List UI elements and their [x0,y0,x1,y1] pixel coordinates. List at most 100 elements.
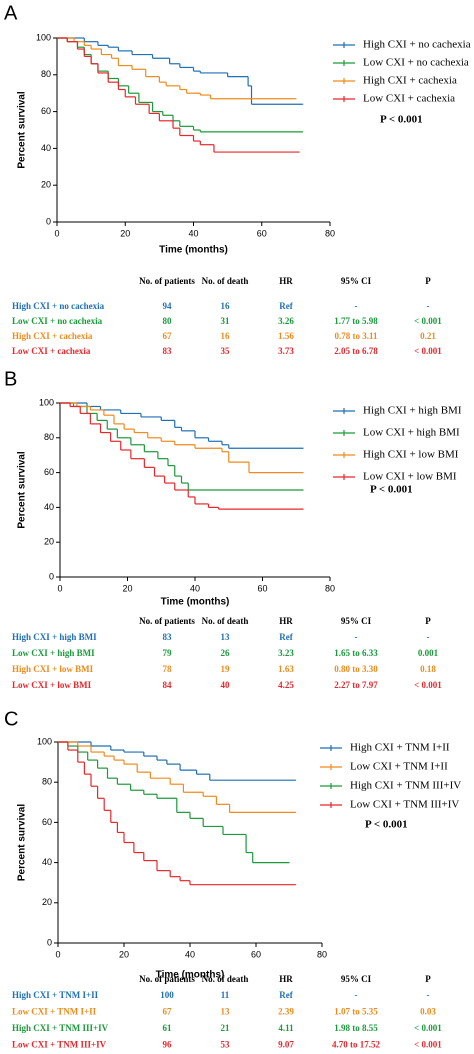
x-tick-label: 60 [257,583,267,593]
legend-label: High CXI + high BMI [363,405,462,417]
table-cell: 4.11 [278,1023,294,1033]
table-cell: < 0.001 [414,680,442,690]
table-cell: 0.21 [420,331,436,341]
table-cell: 1.63 [278,664,294,674]
table-row-label: Low CXI + TNM III+IV [12,1040,107,1050]
table-header: 95% CI [341,616,372,626]
table-row-label: High CXI + high BMI [12,632,97,642]
table-cell: 1.65 to 6.33 [334,648,378,658]
table-cell: 83 [163,632,173,642]
table-cell: 0.80 to 3.30 [334,664,378,674]
table-cell: 94 [163,301,173,311]
table-cell: Ref [279,301,293,311]
y-tick-label: 100 [37,736,52,746]
table-header: P [425,276,431,286]
table-cell: 53 [221,1040,231,1050]
x-axis-label: Time (months) [161,597,230,608]
table-row-label: High CXI + TNM III+IV [12,1023,109,1033]
table-cell: 16 [221,301,231,311]
table-cell: 35 [221,346,231,356]
table-header: No. of patients [139,276,195,286]
legend-label: Low CXI + low BMI [363,471,457,483]
table-cell: 1.56 [278,331,294,341]
y-axis-label: Percent survival [17,804,28,881]
table-cell: - [427,990,430,1000]
x-tick-label: 0 [54,228,59,238]
x-tick-label: 40 [185,949,195,959]
table-row-label: Low CXI + no cachexia [12,316,103,326]
table-row-label: High CXI + low BMI [12,664,94,674]
y-axis-label: Percent survival [17,91,28,168]
legend-label: Low CXI + TNM III+IV [350,799,459,811]
p-value: P < 0.001 [380,114,423,126]
table-cell: 0.78 to 3.11 [334,331,378,341]
y-tick-label: 0 [49,571,54,581]
table-cell: 3.26 [278,316,294,326]
table-cell: < 0.001 [414,346,442,356]
table-cell: - [355,632,358,642]
table-cell: 9.07 [278,1040,294,1050]
x-tick-label: 40 [188,228,198,238]
y-tick-label: 20 [42,897,52,907]
table-cell: < 0.001 [414,316,442,326]
table-cell: 3.23 [278,648,294,658]
p-value: P < 0.001 [370,484,413,496]
y-tick-label: 100 [36,32,51,42]
table-cell: 67 [163,331,173,341]
table-cell: 3.73 [278,346,294,356]
x-axis-label: Time (months) [156,970,225,981]
table-cell: 13 [221,1007,231,1017]
table-cell: 1.07 to 5.35 [334,1007,378,1017]
table-cell: 13 [221,632,231,642]
table-cell: Ref [279,990,293,1000]
table-row-label: Low CXI + TNM I+II [12,1007,97,1017]
legend-label: High CXI + no cachexia [363,39,471,51]
y-axis-label: Percent survival [17,451,28,528]
table-cell: 78 [163,664,173,674]
table-header: P [425,974,431,984]
table-cell: 1.98 to 8.55 [334,1023,378,1033]
table-cell: 79 [163,648,173,658]
table-cell: < 0.001 [414,1040,442,1050]
table-cell: 2.39 [278,1007,294,1017]
y-tick-label: 80 [44,432,54,442]
table-header: No. of death [202,616,249,626]
table-row-label: Low CXI + high BMI [12,648,95,658]
table-cell: 4.25 [278,680,294,690]
table-cell: 19 [221,664,231,674]
table-row-label: Low CXI + low BMI [12,680,92,690]
p-value: P < 0.001 [365,819,408,831]
x-tick-label: 60 [251,949,261,959]
table-cell: 1.77 to 5.98 [334,316,378,326]
legend-label: Low CXI + TNM I+II [350,761,448,773]
table-header: HR [279,974,293,984]
table-cell: 16 [221,331,231,341]
y-tick-label: 60 [41,106,51,116]
table-cell: - [427,632,430,642]
table-header: No. of death [202,276,249,286]
y-tick-label: 40 [41,143,51,153]
table-header: 95% CI [341,276,372,286]
y-tick-label: 60 [42,817,52,827]
table-cell: 2.05 to 6.78 [334,346,378,356]
x-tick-label: 40 [190,583,200,593]
table-cell: 67 [163,1007,173,1017]
table-cell: 2.27 to 7.97 [334,680,378,690]
table-header: HR [279,276,293,286]
y-tick-label: 60 [44,467,54,477]
panel-label: C [4,708,18,730]
table-row-label: Low CXI + cachexia [12,346,91,356]
table-cell: 0.001 [418,648,439,658]
table-cell: 61 [163,1023,173,1033]
legend-label: Low CXI + no cachexia [363,57,469,69]
table-row-label: High CXI + TNM I+II [12,990,99,1000]
table-cell: 40 [221,680,231,690]
table-cell: 0.03 [420,1007,436,1017]
legend-label: High CXI + low BMI [363,449,459,461]
legend-label: High CXI + TNM I+II [350,742,450,754]
y-tick-label: 0 [47,937,52,947]
table-cell: 100 [160,990,174,1000]
table-cell: - [427,301,430,311]
table-header: P [425,616,431,626]
y-tick-label: 40 [44,502,54,512]
